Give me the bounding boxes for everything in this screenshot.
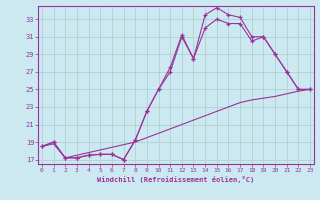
X-axis label: Windchill (Refroidissement éolien,°C): Windchill (Refroidissement éolien,°C): [97, 176, 255, 183]
